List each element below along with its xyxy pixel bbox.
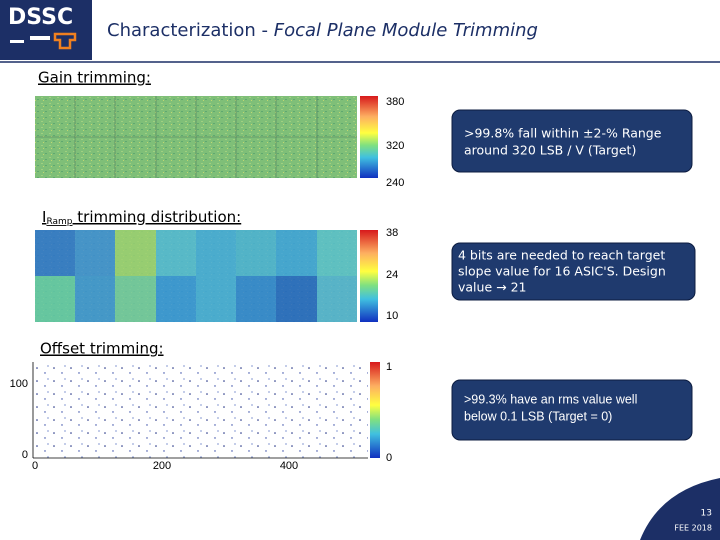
heatmap-grid: [35, 96, 357, 178]
callout-text: slope value for 16 ASIC'S. Design: [458, 264, 666, 279]
callout-text: below 0.1 LSB (Target = 0): [464, 409, 612, 423]
label-rest: trimming distribution:: [73, 208, 242, 226]
x-label: 0: [32, 460, 38, 472]
colorbar: [360, 230, 378, 322]
scale-label: 1: [386, 361, 392, 373]
y-label: 0: [22, 449, 28, 461]
scale-label: 10: [386, 310, 398, 322]
footer-shape: [640, 478, 720, 540]
logo: DSSC: [8, 5, 73, 30]
scale-label: 0: [386, 452, 392, 464]
callout-text: >99.8% fall within ±2-% Range: [464, 126, 662, 141]
scale-label: 320: [386, 140, 404, 152]
colorbar: [360, 96, 378, 178]
callout-text: >99.3% have an rms value well: [464, 392, 637, 406]
scatter-image: [35, 362, 368, 458]
scale-label: 24: [386, 269, 398, 281]
slide-title: Characterization - Focal Plane Module Tr…: [107, 20, 538, 41]
callout-text: 4 bits are needed to reach target: [458, 248, 665, 263]
callout-text: value → 21: [458, 280, 526, 295]
callout: [451, 242, 696, 301]
section-label: Offset trimming:: [40, 340, 164, 358]
callout-text: around 320 LSB / V (Target): [464, 143, 636, 158]
scale-label: 240: [386, 177, 404, 189]
logo-mark: [53, 32, 77, 50]
scale-label: 380: [386, 96, 404, 108]
colorbar: [370, 362, 380, 458]
heatmap: [35, 230, 357, 322]
x-label: 400: [280, 460, 298, 472]
section-label: IRamp trimming distribution:: [42, 208, 241, 227]
label-sub: Ramp: [46, 217, 72, 227]
title-italic: Focal Plane Module Trimming: [274, 20, 538, 41]
logo-box: [0, 0, 92, 60]
axes: [32, 362, 368, 459]
logo-mark: [10, 40, 24, 43]
logo-mark: [30, 36, 50, 40]
section-label: Gain trimming:: [38, 69, 151, 87]
scale-label: 38: [386, 227, 398, 239]
callout: [451, 379, 693, 441]
title: Characterization -: [107, 20, 274, 41]
y-label: 100: [10, 378, 28, 390]
event: FEE 2018: [674, 524, 712, 533]
page-number: 13: [701, 509, 712, 519]
label-main: I: [42, 208, 46, 226]
x-label: 200: [153, 460, 171, 472]
callout: [451, 109, 693, 173]
